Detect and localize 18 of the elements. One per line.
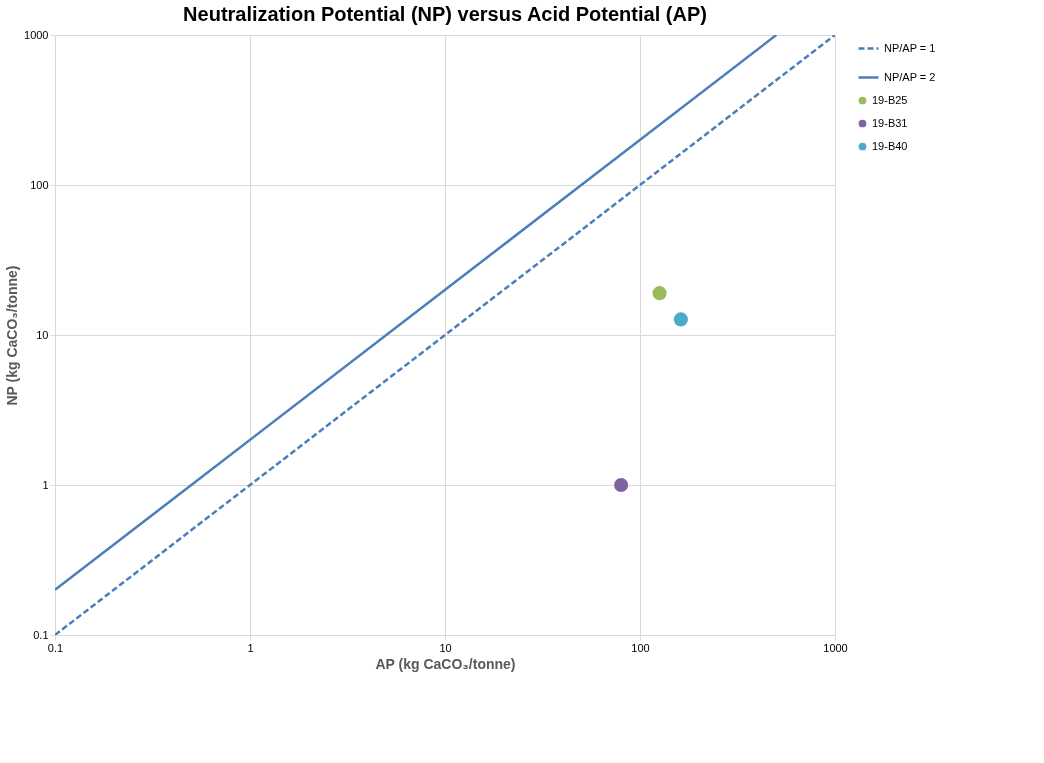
x-axis-title: AP (kg CaCO₃/tonne) [375,655,516,672]
y-tick-label: 0.1 [33,628,49,641]
y-tick-label: 10 [36,328,49,341]
x-tick-label: 10 [439,641,452,654]
y-tick-label: 1000 [24,28,49,41]
legend-label: NP/AP = 1 [884,41,936,54]
chart-title: Neutralization Potential (NP) versus Acid Potential (AP) [183,3,707,25]
legend-label: 19-B31 [872,116,908,129]
y-tick-label: 1 [42,478,49,491]
legend-label: 19-B40 [872,139,908,152]
legend-label: NP/AP = 2 [884,70,936,83]
legend-label: 19-B25 [872,93,908,106]
y-tick-label: 100 [30,178,49,191]
y-axis-title: NP (kg CaCO₃/tonne) [4,265,21,406]
x-tick-label: 1000 [823,641,848,654]
x-tick-label: 1 [247,641,254,654]
x-tick-label: 100 [631,641,650,654]
x-tick-label: 0.1 [47,641,64,654]
